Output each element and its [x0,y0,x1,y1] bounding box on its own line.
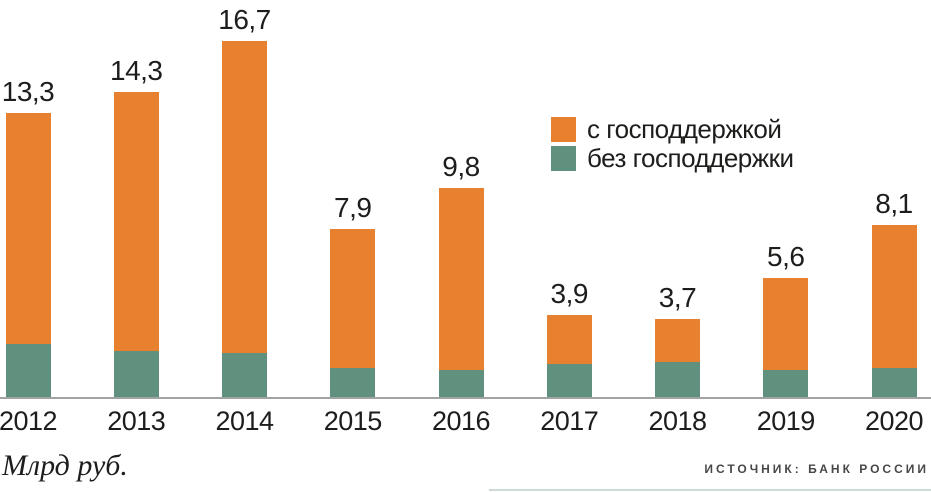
legend-label-without-support: без господдержки [587,143,794,173]
bar-stack [763,278,809,398]
bar-group-2014: 16,7 2014 [185,0,305,492]
bar-segment-without-support [763,370,809,398]
bar-stack [546,315,592,398]
x-axis-tick-label: 2019 [756,406,816,436]
legend-label-with-support: с господдержкой [587,114,782,144]
bar-segment-with-support [113,92,159,351]
bar-group-2019: 5,6 2019 [726,0,846,492]
bar-value-label: 3,9 [550,278,589,309]
x-axis-line [0,397,931,399]
bar-group-2013: 14,3 2013 [76,0,196,492]
bar-value-label: 5,6 [767,241,805,272]
bar-stack [330,229,376,398]
legend-swatch-without-support [551,145,576,171]
bar-stack [113,92,159,398]
bar-segment-with-support [763,278,809,370]
bar-group-2020: 8,1 2020 [834,0,931,492]
bar-value-label: 7,9 [334,192,372,223]
bar-segment-without-support [330,368,376,398]
x-axis-tick-label: 2014 [215,406,274,436]
x-axis-tick-label: 2017 [540,406,599,436]
legend-swatch-with-support [551,116,576,142]
bar-group-2012: 13,3 2012 [0,0,88,492]
x-axis-tick-label: 2018 [648,406,707,436]
bar-segment-without-support [113,351,159,398]
bar-value-label: 9,8 [442,151,480,182]
x-axis-tick-label: 2012 [0,406,58,436]
bottom-crop-line [489,489,931,491]
bar-segment-with-support [655,319,700,362]
bar-stack [5,113,51,398]
bar-segment-with-support [438,188,484,370]
bar-value-label: 16,7 [218,4,271,35]
bar-value-label: 13,3 [1,76,55,107]
bar-segment-with-support [5,113,51,344]
bar-value-label: 8,1 [875,188,913,219]
bar-segment-without-support [222,353,267,398]
bar-value-label: 14,3 [110,55,163,86]
x-axis-tick-label: 2013 [107,406,166,436]
bar-group-2018: 3,7 2018 [618,0,738,492]
bar-stack [438,188,484,398]
bar-stack [655,319,700,398]
bar-group-2017: 3,9 2017 [509,0,629,492]
x-axis-tick-label: 2015 [323,406,383,436]
bar-segment-without-support [438,370,484,398]
bar-group-2015: 7,9 2015 [293,0,413,492]
bar-stack [222,41,267,398]
bar-segment-with-support [546,315,592,364]
legend-item-without-support: без господдержки [551,145,794,171]
bar-value-label: 3,7 [658,282,697,313]
x-axis-tick-label: 2020 [864,406,924,436]
bar-segment-without-support [546,364,592,398]
source-attribution-label: ИСТОЧНИК: БАНК РОССИИ [704,462,929,476]
y-axis-units-label: Млрд руб. [2,449,128,482]
bar-segment-with-support [222,41,267,353]
legend-item-with-support: с господдержкой [551,116,794,142]
bar-stack [871,225,917,398]
bar-segment-without-support [871,368,917,398]
legend: с господдержкой без господдержки [551,116,794,174]
x-axis-tick-label: 2016 [431,406,491,436]
bar-segment-with-support [871,225,917,368]
bar-segment-with-support [330,229,376,368]
bar-segment-without-support [5,344,51,398]
bar-segment-without-support [655,362,700,398]
bar-group-2016: 9,8 2016 [401,0,521,492]
